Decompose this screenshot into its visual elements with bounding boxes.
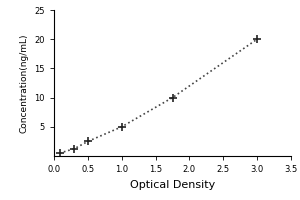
X-axis label: Optical Density: Optical Density <box>130 180 215 190</box>
Y-axis label: Concentration(ng/mL): Concentration(ng/mL) <box>20 33 29 133</box>
